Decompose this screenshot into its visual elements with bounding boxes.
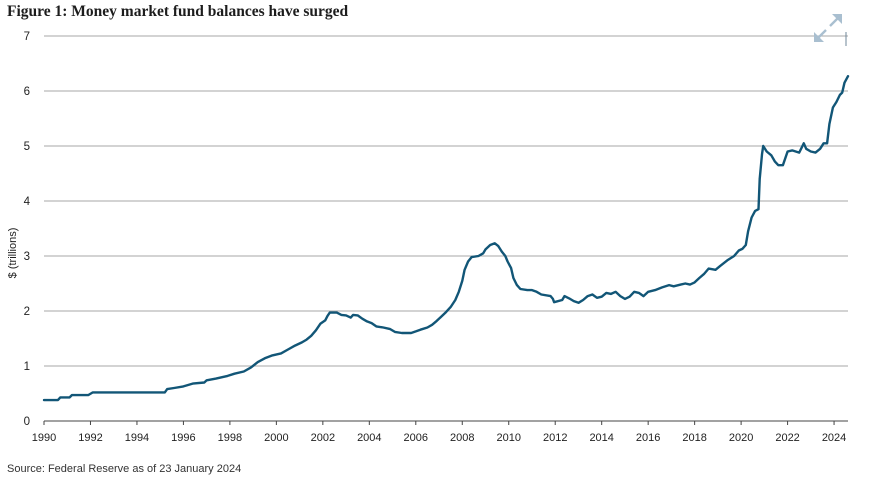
- y-tick-label: 7: [24, 31, 30, 43]
- chart-title: Figure 1: Money market fund balances hav…: [7, 3, 349, 20]
- x-tick-label: 2010: [496, 432, 520, 444]
- x-tick-label: 2008: [450, 432, 474, 444]
- x-tick-label: 2002: [311, 432, 335, 444]
- y-tick-label: 0: [24, 416, 30, 428]
- x-tick-label: 1998: [218, 432, 242, 444]
- x-tick-label: 1992: [78, 432, 102, 444]
- x-tick-label: 1994: [125, 432, 149, 444]
- x-tick-label: 2012: [543, 432, 567, 444]
- x-tick-labels: 1990 1992 1994 1996 1998 2000 2002 2004 2006 2008…: [32, 421, 846, 444]
- x-tick-label: 2016: [636, 432, 660, 444]
- y-tick-labels: 0 1 2 3 4 5 6 7: [24, 31, 31, 428]
- x-tick-label: 2014: [589, 432, 613, 444]
- x-tick-label: 2006: [404, 432, 428, 444]
- gridlines: [44, 35, 848, 422]
- y-tick-label: 5: [24, 141, 30, 153]
- x-tick-label: 1990: [32, 432, 56, 444]
- x-tick-label: 2020: [729, 432, 753, 444]
- source-note: Source: Federal Reserve as of 23 January…: [7, 463, 242, 475]
- y-tick-label: 3: [24, 251, 30, 263]
- x-tick-label: 2000: [264, 432, 288, 444]
- y-tick-label: 6: [24, 86, 30, 98]
- x-tick-label: 2024: [822, 432, 846, 444]
- y-tick-label: 1: [24, 361, 30, 373]
- x-tick-label: 2004: [357, 432, 381, 444]
- y-tick-label: 4: [24, 196, 31, 208]
- y-axis-label: $ (trillions): [7, 228, 19, 279]
- x-tick-label: 2022: [775, 432, 799, 444]
- series-group: [42, 75, 850, 402]
- expand-arrows-icon[interactable]: [808, 8, 848, 48]
- x-tick-label: 1996: [171, 432, 195, 444]
- y-tick-label: 2: [24, 306, 30, 318]
- x-tick-label: 2018: [682, 432, 706, 444]
- series-line: [42, 75, 850, 402]
